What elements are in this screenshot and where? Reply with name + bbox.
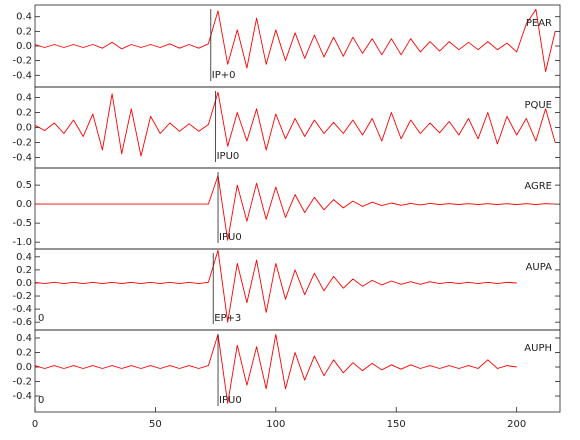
y-tick-label: -0.4: [12, 391, 32, 402]
phase-label: IPU0: [219, 395, 242, 406]
y-tick-label: -0.6: [12, 317, 32, 328]
y-tick-label: 0.4: [16, 93, 32, 104]
y-tick-label: -0.2: [12, 291, 32, 302]
station-label: AUPH: [524, 343, 552, 354]
y-tick-label: 0.4: [16, 12, 32, 23]
y-tick-label: 0.0: [16, 123, 32, 134]
y-tick-label: -0.2: [12, 377, 32, 388]
panel-frame: [34, 86, 561, 169]
panel-frame: [34, 329, 561, 413]
waveform: [34, 249, 517, 323]
y-tick-label: 0.5: [16, 180, 32, 191]
panel-frame: [34, 167, 561, 250]
station-label: AGRE: [524, 181, 552, 192]
corner-label: 0: [38, 313, 44, 324]
panel-frame: [34, 248, 561, 331]
y-tick-label: 0.4: [16, 333, 32, 344]
panel-frame: [34, 4, 561, 88]
x-tick-label: 100: [266, 419, 285, 430]
y-tick-label: -0.4: [12, 153, 32, 164]
waveform: [34, 91, 556, 157]
y-tick-label: -0.2: [12, 138, 32, 149]
station-label: PQUE: [524, 100, 552, 111]
phase-label: EP+3: [214, 313, 241, 324]
y-tick-label: 0.0: [16, 199, 32, 210]
y-tick-label: -0.2: [12, 56, 32, 67]
y-tick-label: 0.2: [16, 265, 32, 276]
corner-label: 0: [38, 395, 44, 406]
y-tick-label: 0.0: [16, 362, 32, 373]
y-tick-label: 0.4: [16, 252, 32, 263]
y-tick-label: 0.0: [16, 278, 32, 289]
y-tick-label: -0.4: [12, 70, 32, 81]
y-tick-label: 0.2: [16, 108, 32, 119]
y-tick-label: 0.0: [16, 41, 32, 52]
x-tick-label: 0: [32, 419, 38, 430]
y-tick-label: 0.2: [16, 347, 32, 358]
y-tick-label: -1.0: [12, 237, 32, 248]
phase-label: IPU0: [217, 151, 240, 162]
x-tick-label: 50: [149, 419, 162, 430]
phase-label: IP+0: [212, 70, 236, 81]
x-tick-label: 150: [387, 419, 406, 430]
y-tick-label: -0.5: [12, 218, 32, 229]
station-label: AUPA: [526, 262, 553, 273]
y-tick-label: -0.4: [12, 304, 32, 315]
y-tick-label: 0.2: [16, 26, 32, 37]
waveform: [34, 8, 556, 73]
x-tick-label: 200: [507, 419, 526, 430]
phase-label: IPU0: [219, 232, 242, 243]
waveform: [34, 333, 517, 404]
station-label: PEAR: [526, 18, 552, 29]
waveform: [35, 175, 556, 241]
